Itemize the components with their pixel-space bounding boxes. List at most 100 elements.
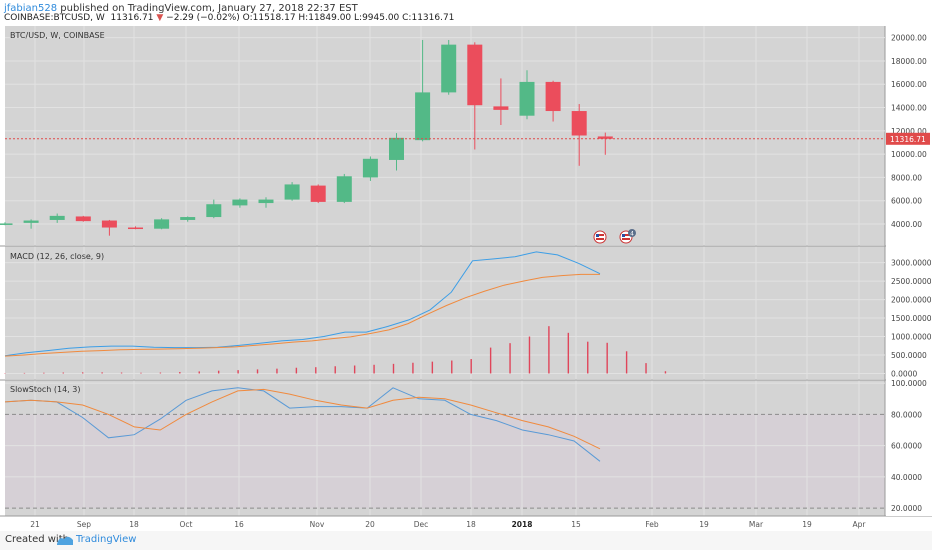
- macd-pane-title: MACD (12, 26, close, 9): [10, 252, 104, 261]
- candle-down: [597, 136, 613, 139]
- stoch-pane-title: SlowStoch (14, 3): [10, 385, 80, 394]
- time-tick-label: Oct: [180, 520, 193, 529]
- price-tick-label: 6000.00: [891, 197, 922, 206]
- macd-histogram-bar: [645, 363, 647, 374]
- time-tick-label: Sep: [77, 520, 91, 529]
- price-tick-label: 12000.00: [891, 127, 927, 136]
- stoch-d-line: [4, 388, 601, 450]
- price-label: 11316.71: [110, 13, 154, 23]
- macd-histogram-bar: [237, 370, 239, 374]
- time-tick-label: Feb: [645, 520, 659, 529]
- macd-histogram-bar: [353, 365, 356, 374]
- macd-histogram-bar: [159, 372, 162, 374]
- current-price-badge: [886, 132, 930, 145]
- time-tick-label: 19: [699, 520, 709, 529]
- candle-down: [571, 111, 587, 136]
- symbol-line: COINBASE:BTCUSD, W 11316.71 ▼ −2.29 (−0.…: [4, 13, 454, 23]
- macd-histogram-bar: [120, 372, 123, 374]
- macd-histogram-bar: [451, 360, 453, 374]
- macd-histogram-bar: [509, 343, 511, 374]
- price-pane-title: BTC/USD, W, COINBASE: [10, 31, 105, 40]
- candle-up: [23, 220, 39, 223]
- stoch-band: [5, 414, 885, 509]
- time-tick-label: Nov: [310, 520, 325, 529]
- macd-tick-label: 1500.0000: [891, 314, 932, 323]
- macd-line: [4, 251, 601, 357]
- macd-histogram-bar: [334, 366, 336, 374]
- candle-down: [493, 106, 509, 110]
- macd-histogram-bar: [470, 359, 472, 374]
- candle-up: [49, 215, 65, 220]
- username-link[interactable]: jfabian528: [4, 3, 58, 14]
- candle-up: [441, 44, 457, 93]
- stoch-k-line: [4, 387, 601, 462]
- candle-up: [336, 176, 352, 202]
- candle-down: [467, 44, 483, 106]
- candle-up: [415, 92, 431, 141]
- macd-tick-label: 500.0000: [891, 351, 927, 360]
- price-tick-label: 10000.00: [891, 150, 927, 159]
- candle-up: [154, 219, 170, 229]
- macd-histogram-bar: [373, 364, 375, 374]
- macd-histogram-bar: [295, 367, 298, 374]
- time-tick-label: 18: [129, 520, 139, 529]
- macd-histogram-bar: [217, 370, 220, 374]
- change-label: −2.29 (−0.02%): [166, 13, 240, 23]
- macd-histogram-bar: [412, 362, 414, 374]
- candle-up: [519, 81, 535, 116]
- candle-up: [389, 137, 404, 160]
- macd-histogram-bar: [489, 347, 492, 374]
- macd-tick-label: 1000.0000: [891, 333, 932, 342]
- created-with-label: Created with: [5, 534, 69, 545]
- stoch-tick-label: 60.0000: [891, 442, 922, 451]
- macd-signal-line: [4, 273, 600, 357]
- macd-histogram-bar: [179, 371, 181, 374]
- macd-pane: [5, 246, 885, 379]
- macd-histogram-bar: [315, 367, 317, 374]
- candle-down: [545, 81, 561, 112]
- candle-down: [75, 216, 91, 222]
- macd-histogram-bar: [431, 361, 434, 374]
- macd-tick-label: 2500.0000: [891, 277, 932, 286]
- event-count-badge: [628, 229, 636, 237]
- macd-histogram-bar: [43, 372, 45, 374]
- price-axis-bg: [886, 26, 932, 516]
- candle-up: [362, 158, 378, 178]
- time-tick-label: 16: [234, 520, 244, 529]
- current-price-label: 11316.71: [890, 135, 926, 144]
- candle-down: [128, 227, 143, 230]
- publish-line: jfabian528 published on TradingView.com,…: [4, 3, 358, 14]
- time-tick-label: 20: [365, 520, 375, 529]
- macd-histogram-bar: [606, 342, 608, 374]
- macd-histogram-bar: [23, 372, 26, 374]
- price-tick-label: 4000.00: [891, 220, 922, 229]
- time-tick-label: 19: [802, 520, 812, 529]
- tradingview-logo-icon[interactable]: [56, 534, 74, 546]
- tradingview-brand[interactable]: TradingView: [76, 534, 137, 545]
- candle-up: [258, 199, 274, 204]
- published-text: published on TradingView.com, January 27…: [60, 3, 358, 14]
- macd-histogram-bar: [528, 336, 531, 374]
- stoch-tick-label: 80.0000: [891, 410, 922, 419]
- macd-tick-label: 2000.0000: [891, 296, 932, 305]
- macd-histogram-bar: [567, 332, 570, 374]
- price-tick-label: 18000.00: [891, 57, 927, 66]
- chart-area[interactable]: 4000.00 6000.00 8000.00 10000.00 12000.00 140…: [0, 26, 932, 531]
- ohlc-label: O:11518.17 H:11849.00 L:9945.00 C:11316.…: [242, 13, 455, 23]
- macd-histogram-bar: [587, 341, 589, 374]
- time-tick-label: Mar: [749, 520, 764, 529]
- macd-histogram-bar: [101, 372, 103, 374]
- candle-down: [310, 185, 326, 202]
- macd-histogram-bar: [256, 369, 259, 374]
- macd-tick-label: 3000.0000: [891, 259, 932, 268]
- candle-up: [206, 204, 222, 218]
- event-flag-icon[interactable]: [593, 230, 607, 244]
- candle-up: [284, 184, 300, 200]
- footer-bar: Created with TradingView: [0, 531, 932, 550]
- macd-histogram-bar: [198, 371, 200, 374]
- time-tick-label: 21: [30, 520, 40, 529]
- price-tick-label: 20000.00: [891, 34, 927, 43]
- macd-histogram-bar: [664, 371, 667, 374]
- price-tick-label: 16000.00: [891, 80, 927, 89]
- stoch-tick-label: 100.0000: [891, 379, 927, 388]
